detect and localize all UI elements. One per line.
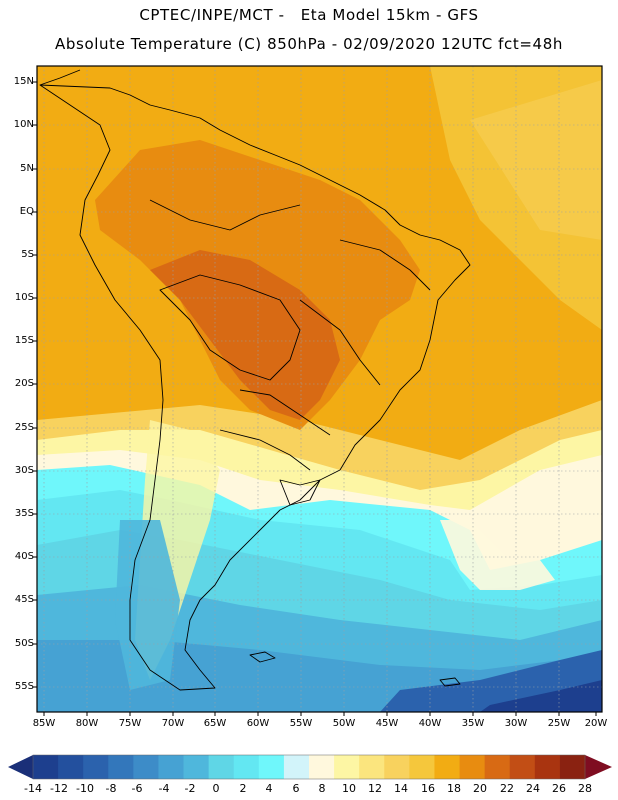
colorbar-label: -14 [24, 782, 42, 795]
colorbar-label: -4 [158, 782, 170, 795]
lon-label: 55W [289, 718, 313, 729]
colorbar-label: 14 [394, 782, 408, 795]
lon-label: 70W [161, 718, 185, 729]
colorbar-swatch [384, 755, 410, 779]
colorbar-swatch [183, 755, 210, 779]
colorbar-label: 22 [500, 782, 514, 795]
colorbar-swatch [233, 755, 260, 779]
colorbar-swatch [534, 755, 561, 779]
colorbar-swatch [283, 755, 310, 779]
colorbar-label: 26 [552, 782, 566, 795]
colorbar-label: 12 [368, 782, 382, 795]
colorbar-high-arrow [585, 755, 612, 779]
colorbar-swatch [334, 755, 360, 779]
colorbar-swatch [58, 755, 84, 779]
colorbar-label: 2 [239, 782, 247, 795]
colorbar-label: -6 [131, 782, 143, 795]
colorbar-swatch [459, 755, 486, 779]
colorbar-label: 16 [421, 782, 435, 795]
colorbar-label: -2 [184, 782, 196, 795]
lon-label: 60W [246, 718, 270, 729]
lon-label: 65W [203, 718, 227, 729]
colorbar-label: -10 [76, 782, 94, 795]
colorbar-swatch [83, 755, 109, 779]
lat-label: 40S [14, 551, 34, 562]
lon-label: 25W [547, 718, 571, 729]
lat-label: 25S [14, 422, 34, 433]
lon-label: 75W [118, 718, 142, 729]
lon-label: 45W [375, 718, 399, 729]
colorbar-swatch [208, 755, 235, 779]
colorbar-swatch [33, 755, 59, 779]
lon-label: 35W [461, 718, 485, 729]
temperature-map [33, 65, 603, 716]
colorbar-swatch [559, 755, 586, 779]
colorbar-low-arrow [8, 755, 33, 779]
lat-label: 15N [13, 76, 34, 87]
lat-label: 35S [14, 508, 34, 519]
lat-label: 20S [14, 378, 34, 389]
lat-label: 30S [14, 465, 34, 476]
colorbar-swatch [309, 755, 335, 779]
lon-label: 40W [418, 718, 442, 729]
colorbar-swatch [108, 755, 134, 779]
colorbar-swatch [409, 755, 435, 779]
lon-label: 80W [75, 718, 99, 729]
colorbar-swatch [133, 755, 159, 779]
temperature-colorbar [8, 754, 612, 780]
lon-label: 85W [32, 718, 56, 729]
lat-label: 5S [21, 249, 34, 260]
colorbar-label: 6 [292, 782, 300, 795]
lat-label: EQ [19, 206, 34, 217]
lat-label: 50S [14, 638, 34, 649]
title-line-1: CPTEC/INPE/MCT - Eta Model 15km - GFS [139, 6, 479, 24]
colorbar-label: -12 [50, 782, 68, 795]
colorbar-swatch [359, 755, 385, 779]
colorbar-label: 18 [447, 782, 461, 795]
lon-label: 20W [584, 718, 608, 729]
title-line-2: Absolute Temperature (C) 850hPa - 02/09/… [55, 35, 563, 53]
lat-label: 10N [13, 119, 34, 130]
colorbar-label: 28 [578, 782, 592, 795]
lat-label: 5N [20, 163, 34, 174]
colorbar-label: 8 [318, 782, 326, 795]
lat-label: 45S [14, 594, 34, 605]
lon-label: 50W [332, 718, 356, 729]
colorbar-label: 4 [265, 782, 273, 795]
colorbar-swatch [258, 755, 285, 779]
lat-label: 10S [14, 292, 34, 303]
colorbar-label: 10 [342, 782, 356, 795]
colorbar-label: 24 [526, 782, 540, 795]
lon-label: 30W [504, 718, 528, 729]
colorbar-label: 20 [473, 782, 487, 795]
colorbar-swatch [434, 755, 460, 779]
colorbar-swatch [509, 755, 536, 779]
lat-label: 15S [14, 335, 34, 346]
colorbar-swatch [484, 755, 511, 779]
colorbar-label: -8 [105, 782, 117, 795]
colorbar-label: 0 [212, 782, 220, 795]
lat-label: 55S [14, 681, 34, 692]
colorbar-swatch [158, 755, 184, 779]
